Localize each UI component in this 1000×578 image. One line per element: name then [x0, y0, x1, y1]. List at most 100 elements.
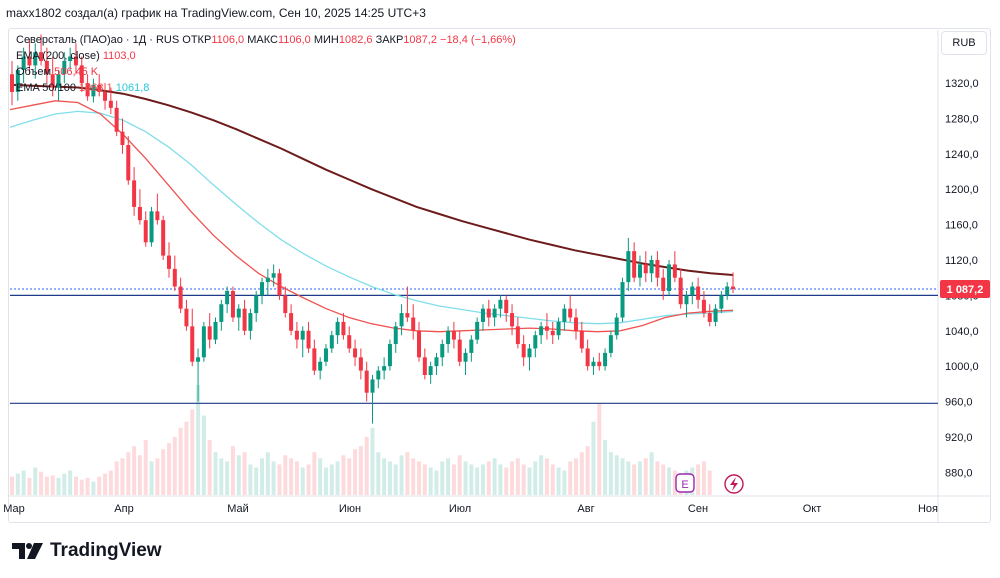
candle-body[interactable] [79, 65, 84, 84]
candle-body[interactable] [56, 74, 61, 88]
candle-body[interactable] [103, 91, 108, 101]
candle-body[interactable] [137, 206, 142, 221]
symbol-label[interactable]: Северсталь (ПАО)ао · 1Д · RUS [16, 34, 180, 46]
candle-body[interactable] [329, 335, 334, 349]
candle-body[interactable] [498, 299, 503, 309]
candle-body[interactable] [364, 370, 369, 393]
candle-body[interactable] [283, 295, 288, 314]
candle-body[interactable] [620, 282, 625, 318]
candle-body[interactable] [701, 299, 706, 314]
candle-body[interactable] [172, 268, 177, 287]
candle-body[interactable] [533, 335, 538, 349]
candle-body[interactable] [230, 290, 235, 318]
candle-body[interactable] [201, 326, 206, 358]
candle-body[interactable] [382, 366, 387, 371]
candle-body[interactable] [213, 321, 218, 340]
candle-body[interactable] [550, 330, 555, 336]
candle-body[interactable] [178, 286, 183, 309]
candle-body[interactable] [591, 361, 596, 367]
candle-body[interactable] [486, 308, 491, 318]
candle-body[interactable] [678, 277, 683, 305]
candle-body[interactable] [353, 348, 358, 358]
candle-body[interactable] [254, 295, 259, 314]
candle-body[interactable] [492, 308, 497, 318]
candle-body[interactable] [260, 282, 265, 296]
candle-body[interactable] [323, 348, 328, 362]
candle-body[interactable] [725, 286, 730, 296]
candle-body[interactable] [667, 264, 672, 291]
candle-body[interactable] [684, 295, 689, 305]
candle-body[interactable] [358, 357, 363, 371]
candle-body[interactable] [643, 264, 648, 274]
candle-body[interactable] [166, 255, 171, 269]
candle-body[interactable] [225, 290, 230, 305]
candle-body[interactable] [97, 84, 102, 92]
candle-body[interactable] [306, 330, 311, 349]
candle-body[interactable] [248, 313, 253, 331]
tradingview-brand[interactable]: TradingView [10, 540, 162, 562]
candle-body[interactable] [585, 348, 590, 367]
candle-body[interactable] [10, 74, 14, 92]
candle-body[interactable] [155, 211, 160, 221]
candle-body[interactable] [731, 286, 735, 290]
candle-body[interactable] [62, 60, 67, 75]
candle-body[interactable] [603, 352, 608, 367]
candle-body[interactable] [289, 313, 294, 331]
candle-body[interactable] [510, 313, 515, 327]
candle-body[interactable] [33, 52, 38, 66]
candle-body[interactable] [521, 344, 526, 358]
candle-body[interactable] [515, 326, 520, 345]
candle-body[interactable] [597, 361, 602, 367]
candle-body[interactable] [318, 361, 323, 371]
candle-body[interactable] [626, 251, 631, 283]
candle-body[interactable] [149, 211, 154, 243]
candle-body[interactable] [312, 348, 317, 371]
legend-volume-row[interactable]: Объем 506,45 K [16, 64, 516, 80]
currency-button[interactable]: RUB [941, 31, 987, 55]
candle-body[interactable] [393, 326, 398, 345]
candle-body[interactable] [411, 317, 416, 331]
candle-body[interactable] [50, 74, 55, 88]
candle-body[interactable] [236, 308, 241, 318]
ema100-line[interactable] [9, 110, 734, 325]
candle-body[interactable] [370, 379, 375, 393]
candle-body[interactable] [132, 180, 137, 207]
candle-body[interactable] [637, 264, 642, 278]
candle-body[interactable] [475, 321, 480, 340]
candle-body[interactable] [294, 330, 299, 340]
candle-body[interactable] [126, 145, 131, 181]
candle-body[interactable] [399, 313, 404, 327]
candle-body[interactable] [277, 273, 282, 296]
candle-body[interactable] [335, 321, 340, 336]
candle-body[interactable] [457, 339, 462, 362]
candle-body[interactable] [73, 56, 78, 66]
candle-body[interactable] [15, 69, 20, 92]
candle-body[interactable] [661, 277, 666, 291]
candle-body[interactable] [190, 326, 195, 362]
candle-body[interactable] [539, 326, 544, 336]
candle-body[interactable] [672, 264, 677, 278]
candle-body[interactable] [713, 308, 718, 322]
candle-body[interactable] [469, 339, 474, 353]
legend-ema200-row[interactable]: EMA (200, close) 1103,0 [16, 48, 516, 64]
candle-body[interactable] [446, 330, 451, 345]
candle-body[interactable] [300, 330, 305, 340]
candle-body[interactable] [265, 277, 270, 283]
ema50-line[interactable] [9, 100, 734, 333]
candle-body[interactable] [21, 56, 26, 70]
candle-body[interactable] [68, 56, 73, 61]
earnings-event-icon[interactable] [675, 473, 695, 493]
candle-body[interactable] [27, 56, 32, 66]
candle-body[interactable] [504, 299, 509, 314]
candle-body[interactable] [655, 260, 660, 278]
candle-body[interactable] [271, 273, 276, 278]
candle-body[interactable] [696, 286, 701, 300]
candle-body[interactable] [428, 366, 433, 375]
candle-body[interactable] [347, 335, 352, 349]
candle-body[interactable] [614, 317, 619, 336]
candle-body[interactable] [184, 308, 189, 327]
candle-body[interactable] [161, 220, 166, 256]
candle-body[interactable] [207, 326, 212, 340]
candle-body[interactable] [463, 352, 468, 362]
candle-body[interactable] [562, 308, 567, 322]
